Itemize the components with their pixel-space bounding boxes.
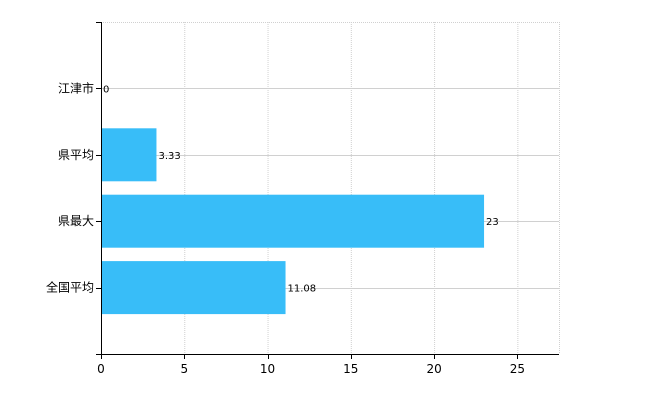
x-tick-label: 10 [260,362,275,376]
bar [101,261,286,315]
category-label: 江津市 [58,80,94,95]
labels-layer: 江津市 0 県平均 3.33 県最大 23 全国平均 11.08 0 5 10 15 20 25 [46,80,525,376]
bars-layer [101,128,485,315]
bar [101,194,485,248]
x-tick-label: 25 [510,362,525,376]
data-label: 23 [486,217,499,228]
axes-layer [96,22,559,359]
bar [101,128,157,182]
data-label: 3.33 [158,151,180,162]
category-label: 県最大 [58,214,94,228]
x-tick-label: 15 [343,362,358,376]
data-label: 0 [103,84,109,95]
x-tick-label: 5 [180,362,188,376]
x-tick-label: 0 [97,362,105,376]
category-label: 全国平均 [46,280,94,295]
data-label: 11.08 [288,284,317,295]
category-label: 県平均 [58,148,94,162]
x-tick-label: 20 [426,362,441,376]
